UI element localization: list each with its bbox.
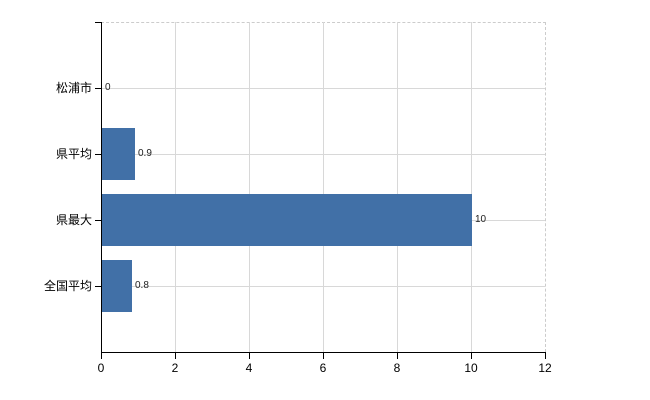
- gridline-horizontal: [102, 286, 545, 287]
- gridline-vertical: [471, 22, 472, 352]
- x-axis-tick: [471, 353, 472, 359]
- y-axis-top-tick: [95, 22, 101, 23]
- bar-data-label: 0.8: [135, 280, 149, 291]
- gridline-vertical: [249, 22, 250, 352]
- x-axis-tick-label: 10: [464, 361, 478, 375]
- bar-3: [102, 194, 472, 246]
- x-axis-tick: [175, 353, 176, 359]
- x-axis-tick-label: 12: [538, 361, 552, 375]
- category-label: 県最大: [55, 213, 92, 227]
- x-axis-tick-label: 6: [319, 361, 327, 375]
- y-axis-tick: [95, 154, 101, 155]
- y-axis-line: [101, 22, 102, 353]
- bar-data-label: 0.9: [138, 148, 152, 159]
- x-axis-line: [101, 352, 546, 353]
- x-axis-tick: [101, 353, 102, 359]
- gridline-horizontal: [102, 88, 545, 89]
- x-axis-tick: [397, 353, 398, 359]
- gridline-vertical: [323, 22, 324, 352]
- x-axis-tick: [323, 353, 324, 359]
- bar-4: [102, 260, 132, 312]
- gridline-horizontal: [102, 154, 545, 155]
- x-axis-tick-label: 4: [245, 361, 253, 375]
- x-axis-tick: [545, 353, 546, 359]
- x-axis-tick-label: 0: [97, 361, 105, 375]
- category-label: 松浦市: [55, 81, 92, 95]
- x-axis-tick-label: 8: [393, 361, 401, 375]
- x-axis-tick-label: 2: [171, 361, 179, 375]
- x-axis-tick: [249, 353, 250, 359]
- y-axis-tick: [95, 286, 101, 287]
- bar-2: [102, 128, 135, 180]
- gridline-vertical: [175, 22, 176, 352]
- category-label: 県平均: [55, 147, 92, 161]
- y-axis-tick: [95, 88, 101, 89]
- bar-data-label: 10: [475, 214, 487, 225]
- bar-data-label: 0: [105, 82, 111, 93]
- y-axis-tick: [95, 220, 101, 221]
- gridline-vertical: [397, 22, 398, 352]
- category-label: 全国平均: [43, 279, 92, 293]
